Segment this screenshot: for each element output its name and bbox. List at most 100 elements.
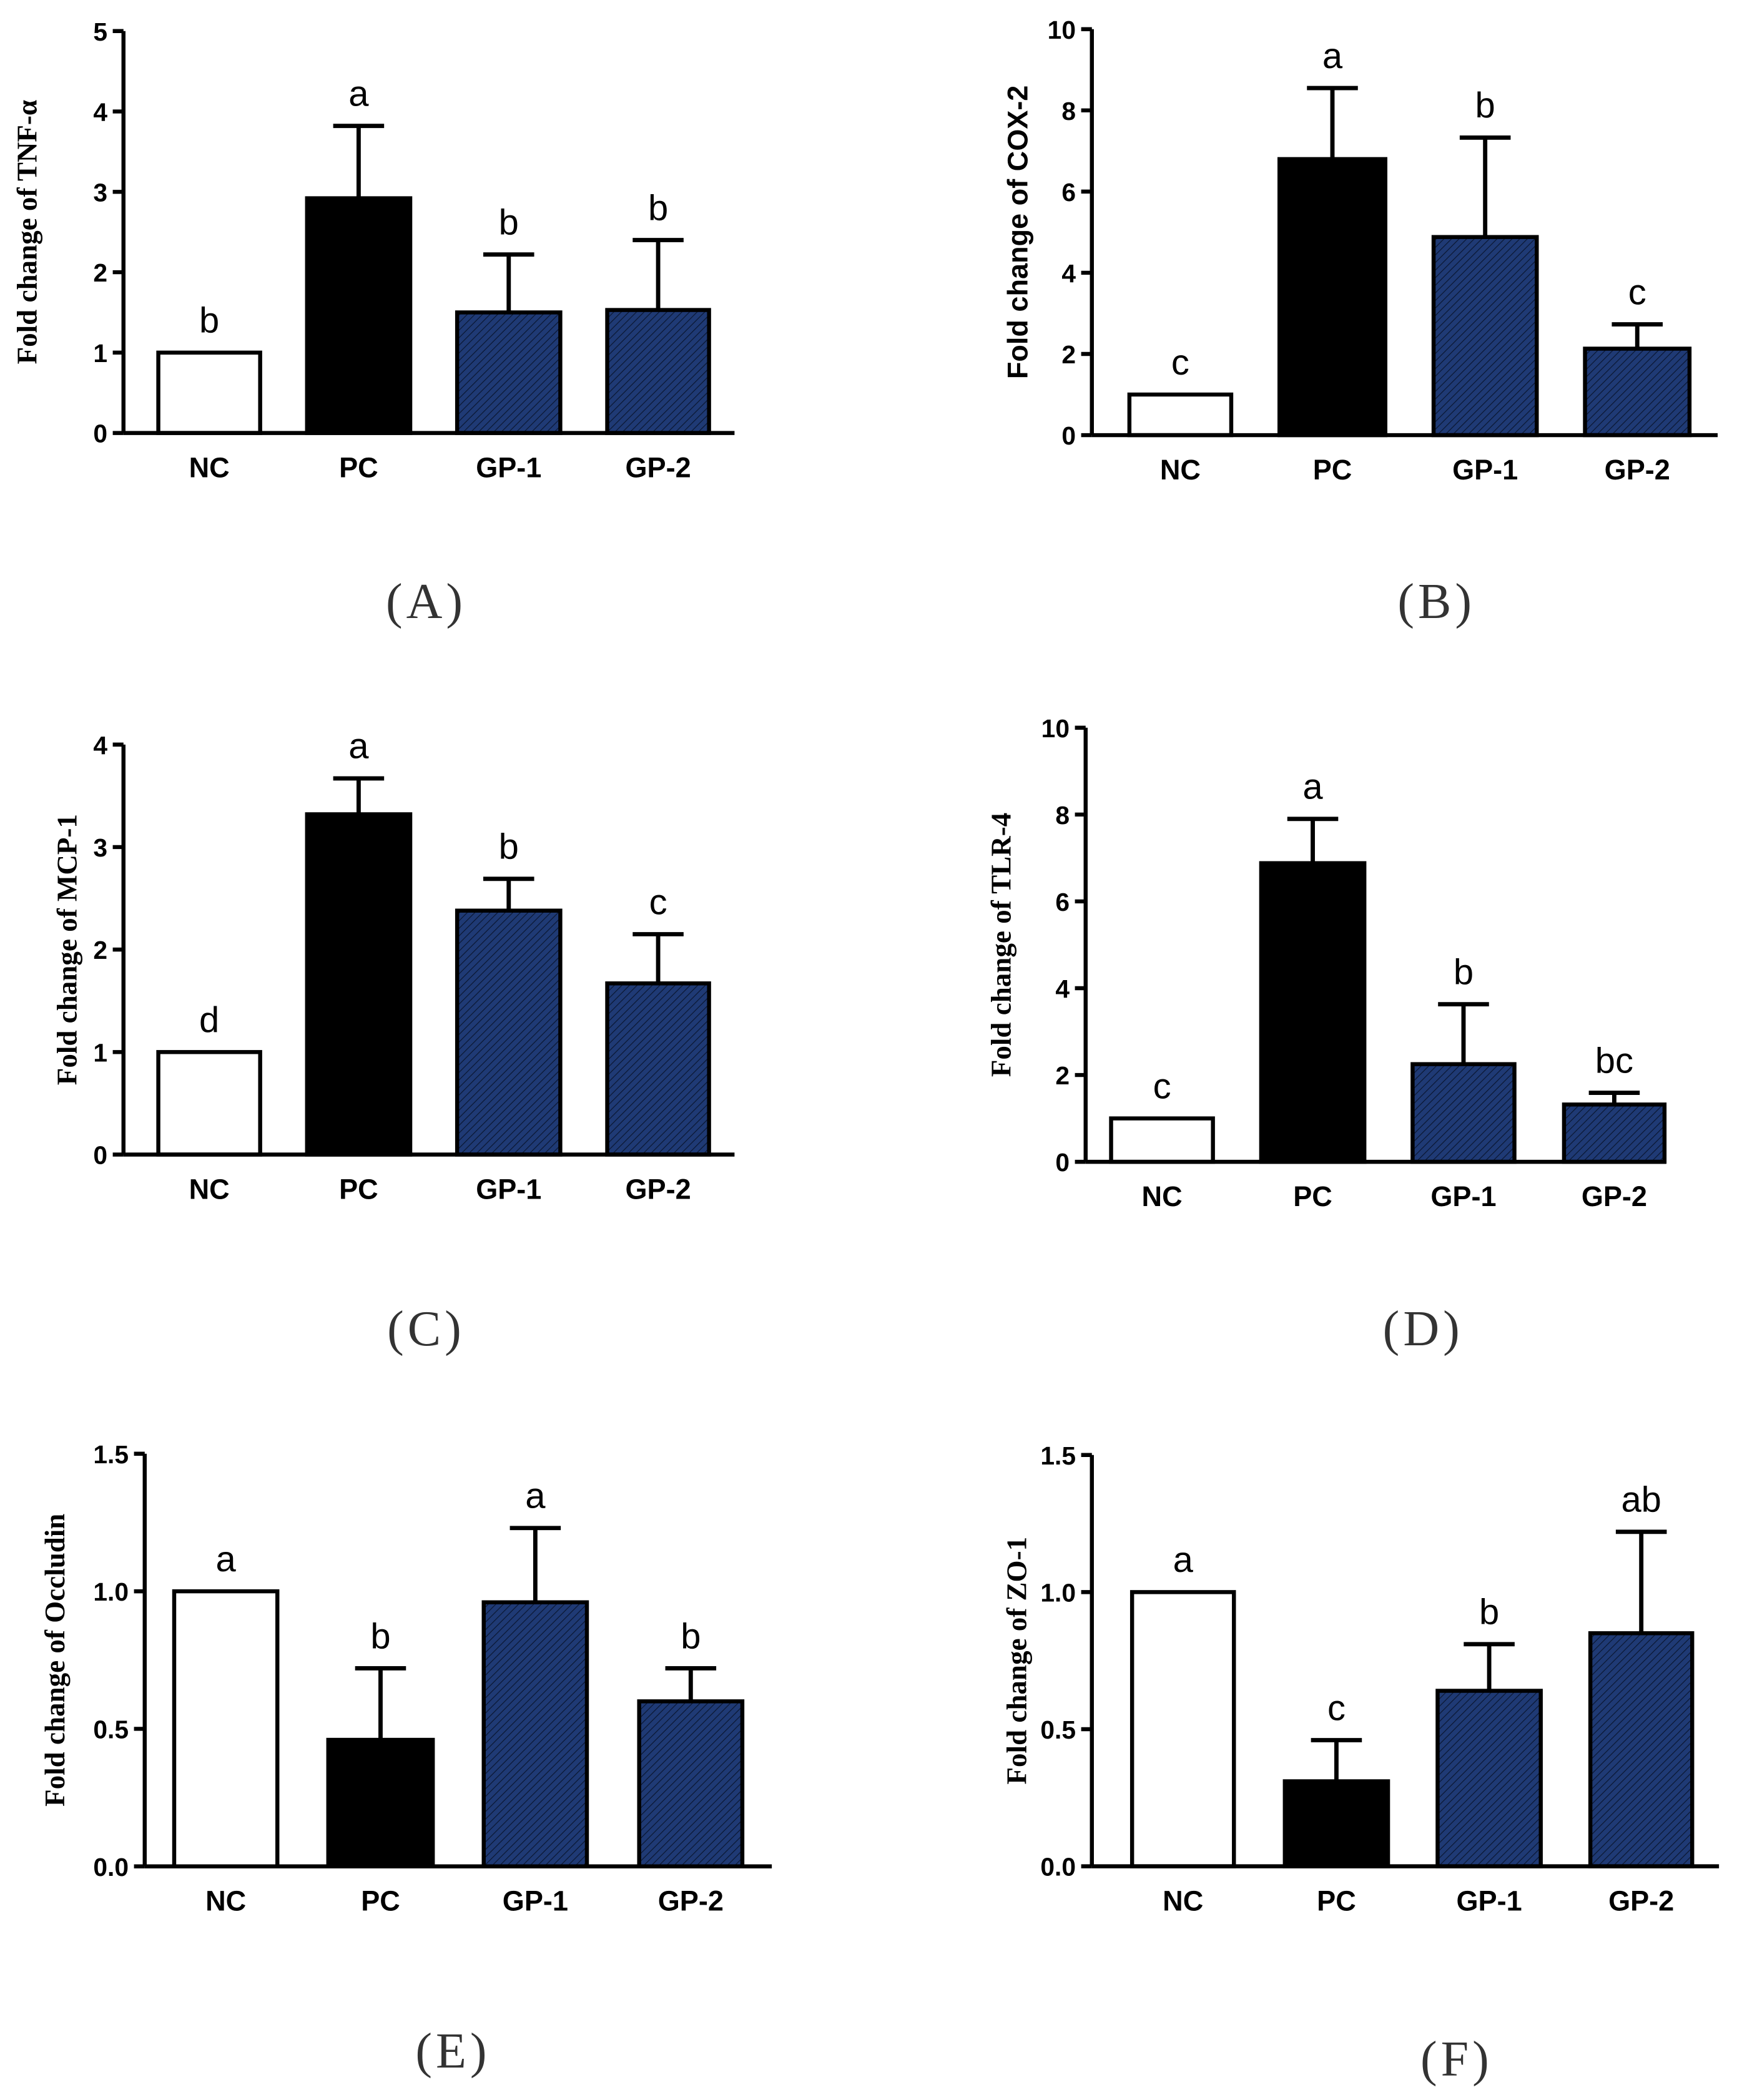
chart-panel-c: d NC a PC b GP-1 c GP-2 0 1 2 3 4 Fold change of MCP-… bbox=[51, 727, 735, 1205]
bar-pc bbox=[305, 812, 412, 1157]
bar-gp-1 bbox=[455, 909, 563, 1157]
y-tick-label: 4 bbox=[1062, 259, 1076, 288]
significance-label: ab bbox=[1621, 1480, 1661, 1520]
category-label: NC bbox=[1163, 1885, 1204, 1916]
bar-nc bbox=[1130, 1590, 1236, 1868]
y-tick-label: 0 bbox=[93, 1141, 107, 1170]
bar-pc bbox=[1259, 861, 1366, 1164]
category-label: NC bbox=[189, 451, 229, 483]
y-tick-label: 5 bbox=[93, 17, 107, 46]
significance-label: b bbox=[1475, 86, 1495, 126]
y-tick-label: 6 bbox=[1055, 888, 1070, 916]
category-label: PC bbox=[1317, 1885, 1356, 1916]
category-label: PC bbox=[1313, 454, 1352, 486]
category-label: PC bbox=[361, 1885, 400, 1916]
bar-gp-1 bbox=[481, 1600, 589, 1868]
panel-caption-c: (C) bbox=[387, 1301, 465, 1357]
y-tick-label: 2 bbox=[1055, 1061, 1070, 1090]
category-label: PC bbox=[1293, 1180, 1332, 1212]
y-tick-label: 1.0 bbox=[93, 1577, 129, 1606]
category-label: GP-1 bbox=[1430, 1180, 1496, 1212]
category-label: GP-2 bbox=[625, 451, 691, 483]
y-tick-label: 6 bbox=[1062, 178, 1076, 207]
category-label: GP-1 bbox=[503, 1885, 568, 1916]
category-label: GP-2 bbox=[1605, 454, 1670, 486]
y-tick-label: 2 bbox=[93, 258, 107, 287]
y-tick-label: 10 bbox=[1048, 16, 1076, 44]
bar-gp-1 bbox=[1410, 1062, 1517, 1164]
y-tick-label: 0 bbox=[93, 419, 107, 448]
significance-label: a bbox=[1322, 36, 1343, 76]
category-label: GP-1 bbox=[1457, 1885, 1522, 1916]
panel-caption-d: (D) bbox=[1382, 1301, 1464, 1357]
y-tick-label: 2 bbox=[1062, 340, 1076, 369]
category-label: NC bbox=[1160, 454, 1201, 486]
bar-nc bbox=[156, 350, 262, 435]
bar-pc bbox=[326, 1737, 435, 1868]
bar-nc bbox=[1108, 1116, 1215, 1164]
significance-label: a bbox=[1302, 767, 1323, 807]
panel-caption-f: (F) bbox=[1420, 2031, 1493, 2087]
y-tick-label: 1.5 bbox=[93, 1440, 129, 1469]
significance-label: b bbox=[681, 1616, 701, 1656]
y-tick-label: 0 bbox=[1055, 1148, 1070, 1177]
chart-panel-f: a NC c PC b GP-1 ab GP-2 0.0 0.5 1.0 1.5 Fold change… bbox=[1001, 1441, 1720, 1916]
y-tick-label: 0 bbox=[1062, 422, 1076, 451]
significance-label: c bbox=[1171, 343, 1189, 383]
y-tick-label: 0.5 bbox=[93, 1715, 129, 1744]
significance-label: bc bbox=[1595, 1041, 1633, 1081]
bar-gp-2 bbox=[604, 981, 711, 1157]
y-tick-label: 3 bbox=[93, 833, 107, 862]
significance-label: d bbox=[199, 1001, 219, 1041]
bar-gp-2 bbox=[1588, 1631, 1695, 1868]
y-tick-label: 3 bbox=[93, 178, 107, 207]
panel-caption-a: (A) bbox=[385, 574, 466, 629]
significance-label: c bbox=[1327, 1688, 1346, 1728]
chart-panel-a: b NC a PC b GP-1 b GP-2 0 1 2 3 4 5 Fold change of TNF… bbox=[11, 17, 735, 483]
category-label: NC bbox=[189, 1174, 229, 1205]
significance-label: a bbox=[348, 74, 369, 114]
panel-caption-b: (B) bbox=[1397, 574, 1475, 629]
significance-label: c bbox=[1628, 273, 1646, 313]
panel-caption-e: (E) bbox=[415, 2023, 491, 2079]
bar-gp-2 bbox=[1583, 346, 1692, 438]
category-label: GP-1 bbox=[476, 451, 541, 483]
significance-label: a bbox=[215, 1539, 236, 1579]
significance-label: c bbox=[1153, 1066, 1171, 1106]
y-tick-label: 0.0 bbox=[1041, 1853, 1076, 1882]
significance-label: b bbox=[498, 202, 518, 242]
bar-gp-1 bbox=[455, 310, 563, 435]
significance-label: a bbox=[1173, 1540, 1194, 1580]
y-tick-label: 0.0 bbox=[93, 1853, 129, 1882]
significance-label: a bbox=[525, 1476, 546, 1516]
y-axis-title: Fold change of ZO-1 bbox=[1001, 1537, 1033, 1785]
y-tick-label: 0.5 bbox=[1041, 1715, 1076, 1744]
y-tick-label: 4 bbox=[1055, 974, 1070, 1003]
bar-gp-2 bbox=[604, 307, 711, 435]
chart-panel-e: a NC b PC a GP-1 b GP-2 0.0 0.5 1.0 1.5 Fold change … bbox=[39, 1440, 772, 1916]
category-label: PC bbox=[339, 1174, 378, 1205]
y-tick-label: 1 bbox=[93, 1039, 107, 1067]
significance-label: b bbox=[1453, 952, 1473, 992]
significance-label: b bbox=[370, 1616, 390, 1656]
bar-gp-2 bbox=[1562, 1102, 1666, 1164]
significance-label: b bbox=[199, 300, 219, 340]
y-axis-title: Fold change of COX-2 bbox=[1002, 86, 1034, 380]
category-label: GP-1 bbox=[1452, 454, 1518, 486]
y-axis-title: Fold change of TLR-4 bbox=[985, 812, 1016, 1076]
bar-gp-1 bbox=[1432, 235, 1539, 438]
category-label: GP-2 bbox=[1608, 1885, 1674, 1916]
y-tick-label: 1.5 bbox=[1041, 1441, 1076, 1470]
y-tick-label: 1.0 bbox=[1041, 1578, 1076, 1607]
category-label: GP-2 bbox=[625, 1174, 691, 1205]
category-label: GP-1 bbox=[476, 1174, 541, 1205]
significance-label: c bbox=[649, 883, 667, 923]
bar-gp-1 bbox=[1435, 1689, 1543, 1868]
category-label: NC bbox=[205, 1885, 246, 1916]
y-tick-label: 4 bbox=[93, 731, 107, 760]
bar-nc bbox=[1127, 393, 1234, 438]
y-tick-label: 4 bbox=[93, 97, 107, 126]
y-axis-title: Fold change of Occludin bbox=[39, 1513, 71, 1806]
category-label: NC bbox=[1141, 1180, 1182, 1212]
